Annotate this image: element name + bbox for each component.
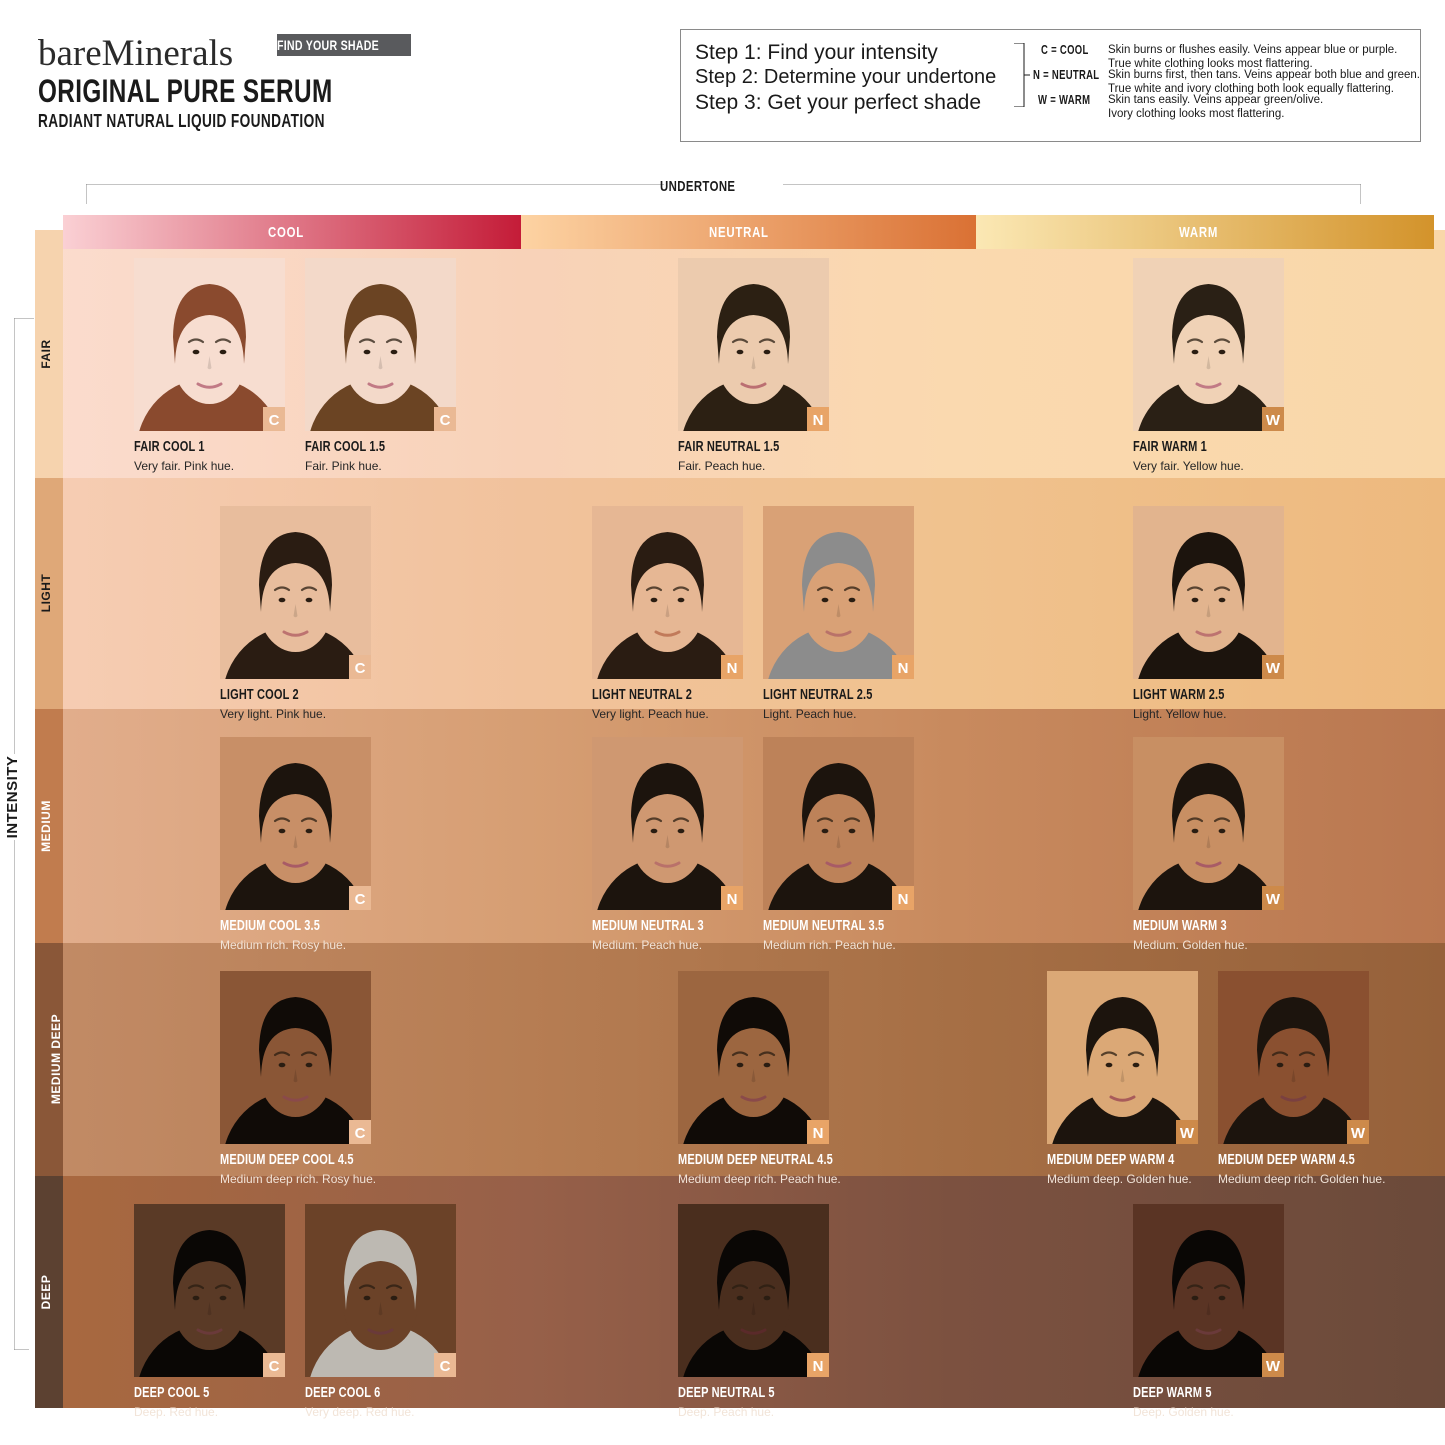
svg-text:C: C [440,412,451,429]
svg-text:W: W [1180,1125,1195,1142]
svg-text:C: C [355,660,366,677]
svg-text:W: W [1266,412,1281,429]
svg-text:N: N [898,660,909,677]
svg-text:C: C [269,1358,280,1375]
svg-text:W: W [1266,891,1281,908]
svg-text:N: N [898,891,909,908]
svg-text:C: C [355,1125,366,1142]
svg-text:C: C [355,891,366,908]
svg-text:W: W [1266,660,1281,677]
svg-text:W: W [1266,1358,1281,1375]
svg-text:N: N [813,412,824,429]
svg-text:W: W [1351,1125,1366,1142]
svg-text:C: C [269,412,280,429]
svg-text:N: N [813,1358,824,1375]
svg-text:N: N [813,1125,824,1142]
svg-text:C: C [440,1358,451,1375]
svg-text:N: N [727,891,738,908]
svg-text:N: N [727,660,738,677]
